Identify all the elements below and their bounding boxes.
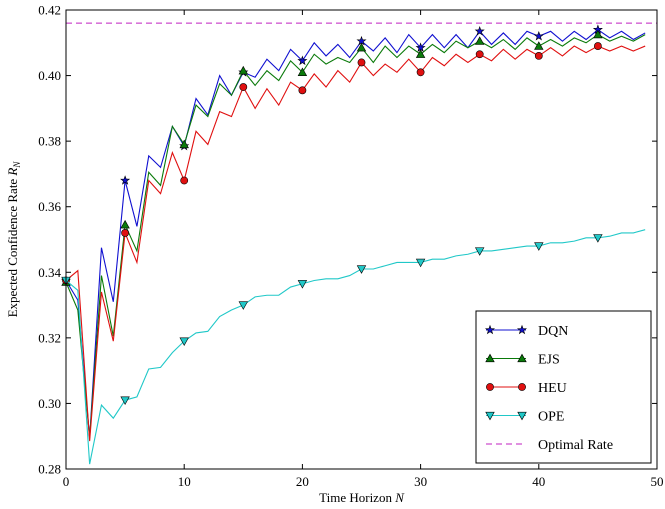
data-point-heu	[239, 83, 248, 91]
series-line-dqn	[65, 28, 646, 438]
data-point-heu	[298, 86, 307, 95]
series-line-ope	[65, 229, 646, 465]
legend-marker-ejs	[485, 353, 495, 363]
legend-label-dqn: DQN	[538, 324, 568, 339]
legend-label-ejs: EJS	[538, 353, 560, 368]
legend-marker-dqn	[484, 324, 496, 335]
data-point-ope	[238, 301, 249, 310]
y-tick-label: 0.42	[38, 3, 61, 18]
data-point-heu	[594, 42, 602, 50]
y-tick-label: 0.28	[38, 462, 61, 477]
data-point-ope	[415, 258, 426, 268]
data-point-ejs	[179, 139, 189, 149]
legend: DQN EJS HEU OPE Optimal Rate	[475, 310, 652, 464]
y-tick-label: 0.40	[38, 68, 61, 83]
axis-ticks: 0 10 20 30 40 50 0.28 0.30 0.32 0.34 0.36 0.38 0.40 0…	[38, 3, 663, 490]
y-tick-label: 0.38	[38, 134, 61, 149]
data-point-ope	[474, 247, 485, 256]
legend-marker-heu	[486, 383, 494, 391]
data-point-heu	[534, 52, 543, 60]
legend-label-optimal-rate: Optimal Rate	[538, 438, 613, 453]
y-tick-label: 0.32	[38, 330, 61, 345]
plot-frame	[65, 9, 658, 470]
legend-label-ope: OPE	[538, 410, 564, 425]
x-tick-label: 30	[414, 474, 427, 489]
legend-label-heu: HEU	[538, 381, 567, 396]
x-tick-label: 40	[532, 474, 545, 489]
data-point-ope	[593, 234, 603, 243]
y-tick-label: 0.34	[38, 265, 61, 280]
y-tick-label: 0.36	[38, 199, 61, 214]
y-tick-label: 0.30	[38, 396, 61, 411]
legend-marker-ope	[485, 411, 495, 421]
x-tick-label: 10	[178, 474, 191, 489]
data-point-ejs	[474, 36, 485, 45]
plot-area	[60, 22, 657, 465]
x-axis-label: Time Horizon N	[319, 490, 405, 505]
data-point-ope	[179, 337, 189, 346]
data-point-ejs	[534, 41, 544, 50]
data-point-dqn	[120, 175, 131, 185]
series-line-ejs	[65, 33, 646, 438]
data-point-heu	[357, 58, 366, 67]
legend-marker-heu	[518, 383, 526, 391]
data-point-heu	[180, 176, 189, 185]
data-point-ejs	[297, 67, 308, 76]
data-point-heu	[121, 229, 129, 237]
data-point-heu	[475, 50, 484, 59]
series-markers-dqn	[60, 24, 603, 285]
legend-marker-ope	[517, 411, 527, 421]
x-tick-label: 20	[296, 474, 309, 489]
data-point-ejs	[593, 29, 603, 39]
data-point-ope	[534, 242, 544, 251]
data-point-ope	[120, 396, 130, 405]
data-point-ejs	[120, 219, 130, 229]
legend-marker-ejs	[517, 353, 527, 363]
legend-marker-dqn	[516, 324, 528, 335]
y-axis-label: Expected Confidence Rate RN	[5, 161, 22, 318]
data-point-ope	[356, 265, 367, 274]
data-point-heu	[416, 68, 425, 77]
data-point-ejs	[238, 65, 249, 75]
data-point-dqn	[297, 55, 308, 66]
x-tick-label: 0	[63, 474, 70, 489]
data-point-ope	[297, 280, 308, 289]
x-tick-label: 50	[651, 474, 664, 489]
data-point-ejs	[356, 42, 367, 52]
data-point-dqn	[533, 30, 544, 41]
data-point-dqn	[474, 26, 485, 36]
data-point-ejs	[415, 49, 426, 58]
series-line-heu	[65, 45, 646, 442]
